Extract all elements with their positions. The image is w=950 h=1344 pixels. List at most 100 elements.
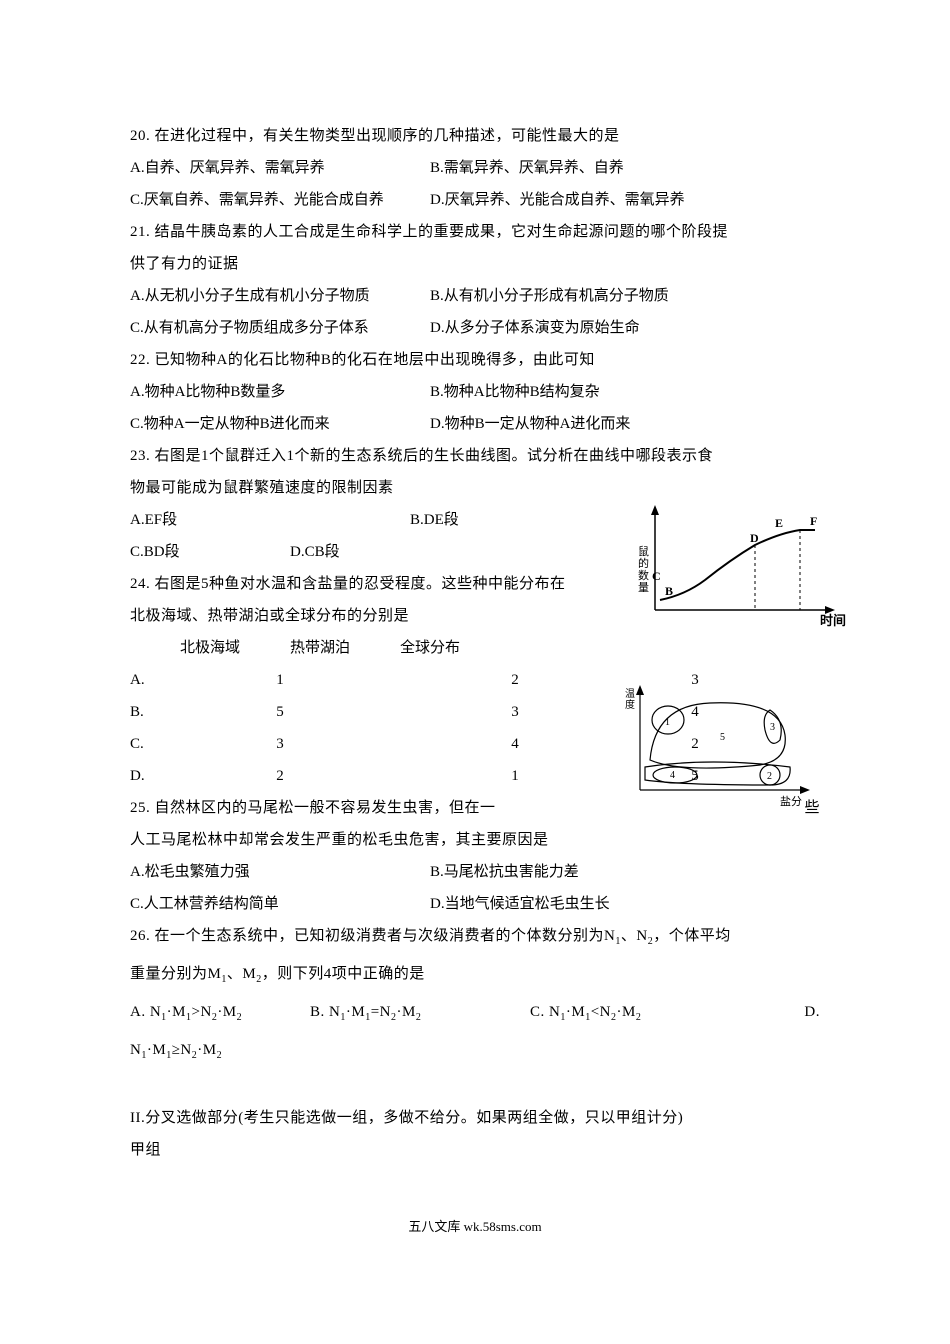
t: A. N <box>130 1004 161 1020</box>
q24-a-c2: 2 <box>380 664 650 696</box>
s: 2 <box>636 1012 642 1023</box>
q26-s2-a: 重量分别为M <box>130 966 221 982</box>
t: ·M <box>616 1004 635 1020</box>
svg-text:盐分: 盐分 <box>780 795 802 808</box>
t: C. N <box>530 1004 560 1020</box>
q24-c-lbl: C. <box>130 728 180 760</box>
q25-b: B.马尾松抗虫害能力差 <box>430 856 820 888</box>
t: ·M <box>147 1042 166 1058</box>
q23-d: D.CB段 <box>290 536 340 568</box>
q26-stem-l2: 重量分别为M1、M2，则下列4项中正确的是 <box>130 958 820 996</box>
q20-b: B.需氧异养、厌氧异养、自养 <box>430 152 820 184</box>
q24-h3: 全球分布 <box>400 632 510 664</box>
t: ·M <box>396 1004 415 1020</box>
svg-text:4: 4 <box>670 770 675 781</box>
svg-text:5: 5 <box>720 732 725 743</box>
t: ·M <box>566 1004 585 1020</box>
svg-text:1: 1 <box>665 717 670 728</box>
svg-text:鼠: 鼠 <box>638 544 649 558</box>
q25-stem-l1: 25. 自然林区内的马尾松一般不容易发生虫害，但在一 <box>130 792 496 824</box>
t: =N <box>371 1004 391 1020</box>
t: N <box>130 1042 141 1058</box>
q26-d: N1·M1≥N2·M2 <box>130 1034 820 1072</box>
q24-h1: 北极海域 <box>180 632 290 664</box>
t: ·M <box>217 1004 236 1020</box>
svg-text:2: 2 <box>767 771 772 782</box>
q26-c: C. N1·M1<N2·M2 <box>530 996 760 1034</box>
t: ≥N <box>172 1042 192 1058</box>
q26-s2-b: 、M <box>227 966 256 982</box>
q24-d-c1: 2 <box>180 760 380 792</box>
q26-s1-a: 26. 在一个生态系统中，已知初级消费者与次级消费者的个体数分别为N <box>130 928 615 944</box>
t: >N <box>192 1004 212 1020</box>
q23-a: A.EF段 <box>130 504 410 536</box>
q26-s1-b: 、N <box>621 928 648 944</box>
t: <N <box>591 1004 611 1020</box>
t: B. N <box>310 1004 340 1020</box>
q24-a-lbl: A. <box>130 664 180 696</box>
q23-b: B.DE段 <box>410 504 459 536</box>
q24-b-lbl: B. <box>130 696 180 728</box>
q25-a: A.松毛虫繁殖力强 <box>130 856 430 888</box>
q20-a: A.自养、厌氧异养、需氧异养 <box>130 152 430 184</box>
q24-d-c2: 1 <box>380 760 650 792</box>
q21-stem-l1: 21. 结晶牛胰岛素的人工合成是生命科学上的重要成果，它对生命起源问题的哪个阶段… <box>130 216 820 248</box>
q22-stem: 22. 已知物种A的化石比物种B的化石在地层中出现晚得多，由此可知 <box>130 344 820 376</box>
q25-d: D.当地气候适宜松毛虫生长 <box>430 888 820 920</box>
growth-curve-figure: B C D E F 鼠 的 数 量 时间 <box>635 500 850 635</box>
svg-text:度: 度 <box>625 698 635 711</box>
q22-b: B.物种A比物种B结构复杂 <box>430 376 820 408</box>
q26-s1-c: ，个体平均 <box>653 928 731 944</box>
q22-d: D.物种B一定从物种A进化而来 <box>430 408 820 440</box>
q26-b: B. N1·M1=N2·M2 <box>310 996 530 1034</box>
svg-text:F: F <box>810 514 817 528</box>
q24-c-c1: 3 <box>180 728 380 760</box>
t: ·M <box>167 1004 186 1020</box>
q25-stem-l2: 人工马尾松林中却常会发生严重的松毛虫危害，其主要原因是 <box>130 824 820 856</box>
q21-a: A.从无机小分子生成有机小分子物质 <box>130 280 430 312</box>
s: 2 <box>217 1050 223 1061</box>
q21-c: C.从有机高分子物质组成多分子体系 <box>130 312 430 344</box>
q25-c: C.人工林营养结构简单 <box>130 888 430 920</box>
svg-text:数: 数 <box>638 569 649 582</box>
svg-text:温: 温 <box>625 688 635 700</box>
q22-a: A.物种A比物种B数量多 <box>130 376 430 408</box>
q26-d-label: D. <box>760 996 820 1034</box>
svg-text:C: C <box>652 569 661 583</box>
q21-b: B.从有机小分子形成有机高分子物质 <box>430 280 820 312</box>
q24-h2: 热带湖泊 <box>290 632 400 664</box>
q26-a: A. N1·M1>N2·M2 <box>130 996 310 1034</box>
salinity-temp-figure: 1 3 5 4 2 温 度 盐分 <box>620 685 820 815</box>
section-sub: 甲组 <box>130 1134 820 1166</box>
q24-header-row: 北极海域 热带湖泊 全球分布 <box>130 632 820 664</box>
q24-d-lbl: D. <box>130 760 180 792</box>
section-title: II.分叉选做部分(考生只能选做一组，多做不给分。如果两组全做，只以甲组计分) <box>130 1102 820 1134</box>
svg-text:的: 的 <box>638 556 649 570</box>
s: 2 <box>237 1012 243 1023</box>
q21-stem-l2: 供了有力的证据 <box>130 248 820 280</box>
s: 2 <box>416 1012 422 1023</box>
q26-stem-l1: 26. 在一个生态系统中，已知初级消费者与次级消费者的个体数分别为N1、N2，个… <box>130 920 820 958</box>
svg-text:D: D <box>750 531 759 545</box>
q24-a-c1: 1 <box>180 664 380 696</box>
svg-text:3: 3 <box>770 722 775 733</box>
q22-c: C.物种A一定从物种B进化而来 <box>130 408 430 440</box>
svg-text:量: 量 <box>638 581 649 594</box>
q21-d: D.从多分子体系演变为原始生命 <box>430 312 820 344</box>
q24-b-c2: 3 <box>380 696 650 728</box>
page-footer: 五八文库 wk.58sms.com <box>130 1216 820 1235</box>
svg-text:时间: 时间 <box>820 613 846 628</box>
q26-options-row: A. N1·M1>N2·M2 B. N1·M1=N2·M2 C. N1·M1<N… <box>130 996 820 1034</box>
q20-c: C.厌氧自养、需氧异养、光能合成自养 <box>130 184 430 216</box>
q24-b-c1: 5 <box>180 696 380 728</box>
svg-text:E: E <box>775 516 783 530</box>
q23-c: C.BD段 <box>130 536 290 568</box>
q23-stem-l1: 23. 右图是1个鼠群迁入1个新的生态系统后的生长曲线图。试分析在曲线中哪段表示… <box>130 440 820 472</box>
svg-text:B: B <box>665 584 673 598</box>
t: ·M <box>197 1042 216 1058</box>
q24-c-c2: 4 <box>380 728 650 760</box>
q20-d: D.厌氧异养、光能合成自养、需氧异养 <box>430 184 820 216</box>
q26-s2-c: ，则下列4项中正确的是 <box>262 966 425 982</box>
t: ·M <box>346 1004 365 1020</box>
q20-stem: 20. 在进化过程中，有关生物类型出现顺序的几种描述，可能性最大的是 <box>130 120 820 152</box>
